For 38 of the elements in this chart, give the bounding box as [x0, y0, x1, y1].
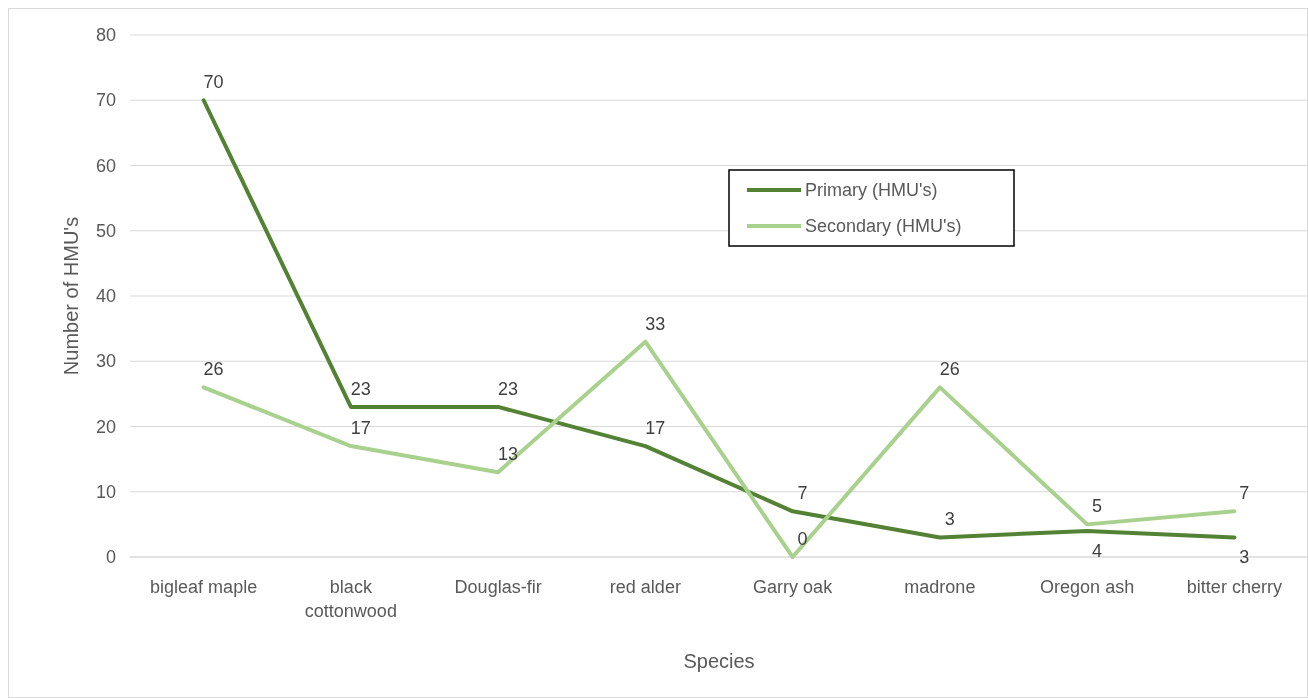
x-tick-label: bigleaf maple	[150, 577, 258, 597]
data-label: 3	[944, 509, 955, 530]
data-label: 70	[203, 72, 224, 93]
y-tick-label: 0	[105, 547, 116, 567]
y-axis-title: Number of HMU's	[60, 216, 82, 376]
legend-label: Primary (HMU's)	[805, 180, 938, 200]
y-tick-label: 10	[95, 481, 116, 502]
y-tick-label: 30	[95, 351, 116, 372]
x-tick-label: black cottonwood	[304, 577, 397, 621]
data-label: 17	[350, 418, 371, 439]
legend-label: Secondary (HMU's)	[805, 216, 962, 236]
data-label: 17	[645, 418, 666, 439]
data-label: 26	[939, 359, 960, 380]
x-tick-label: madrone	[904, 577, 976, 597]
y-tick-label: 70	[95, 90, 116, 111]
x-tick-label: Douglas-fir	[454, 577, 542, 597]
data-label: 0	[797, 529, 808, 549]
data-label: 26	[203, 359, 224, 380]
y-tick-label: 80	[95, 25, 116, 45]
x-tick-label: red alder	[609, 577, 681, 597]
y-tick-label: 50	[95, 220, 116, 241]
y-tick-label: 40	[95, 286, 116, 306]
y-tick-label: 20	[95, 416, 116, 437]
data-label: 7	[1239, 483, 1250, 504]
x-tick-label: bitter cherry	[1186, 577, 1282, 597]
data-label: 7	[797, 483, 808, 504]
y-tick-label: 60	[95, 155, 116, 176]
data-label: 23	[498, 378, 519, 399]
data-label: 4	[1092, 540, 1103, 561]
data-label: 13	[498, 444, 519, 465]
data-label: 5	[1092, 496, 1103, 517]
data-label: 3	[1239, 547, 1250, 568]
x-tick-label: Garry oak	[753, 577, 834, 597]
data-label: 33	[645, 313, 666, 334]
line-series	[201, 339, 1237, 559]
x-axis-title: Species	[683, 650, 755, 672]
x-tick-label: Oregon ash	[1040, 577, 1135, 597]
data-label: 23	[350, 378, 371, 399]
